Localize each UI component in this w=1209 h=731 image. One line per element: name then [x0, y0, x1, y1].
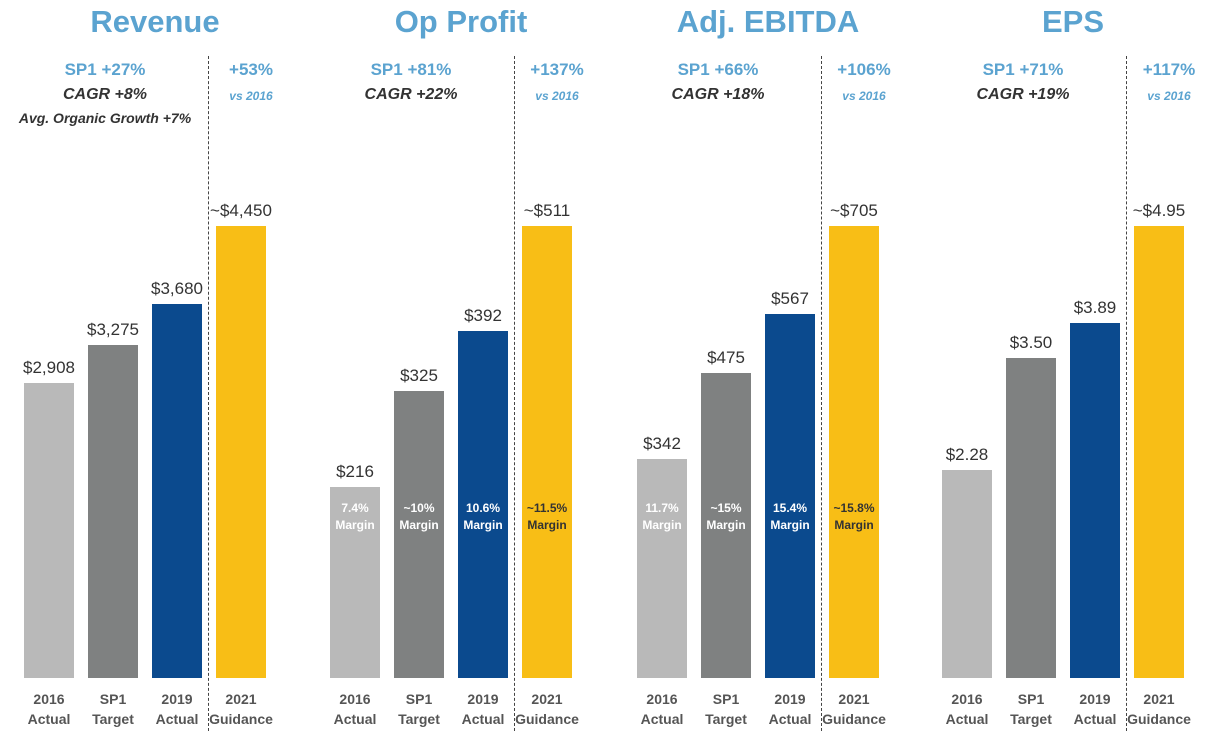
- chart-title: Adj. EBITDA: [676, 4, 860, 39]
- value-label: ~$4.95: [1132, 201, 1186, 220]
- bar: [701, 373, 751, 678]
- guidance-growth: +117%: [1142, 60, 1196, 79]
- x-tick-label: 2021 Guidance: [1127, 691, 1191, 727]
- guidance-note: vs 2016: [535, 89, 579, 103]
- x-tick-label: 2019 Actual: [155, 691, 199, 727]
- value-label: ~$4,450: [210, 201, 272, 220]
- x-tick-label: 2019 Actual: [1073, 691, 1117, 727]
- value-label: $3.50: [1009, 333, 1053, 353]
- bar-label: 15.4% Margin: [770, 501, 810, 532]
- guidance-note: vs 2016: [229, 89, 273, 103]
- bar: [88, 345, 138, 678]
- value-label: $342: [643, 433, 681, 453]
- bar: [765, 314, 815, 678]
- x-tick-label: 2016 Actual: [333, 691, 377, 727]
- x-tick-label: 2019 Actual: [461, 691, 505, 727]
- value-label: $216: [336, 461, 374, 481]
- bar-label: ~10% Margin: [399, 501, 439, 532]
- bar: [458, 331, 508, 678]
- chart-title: Revenue: [90, 4, 220, 39]
- x-tick-label: 2016 Actual: [27, 691, 71, 727]
- bar: [1006, 358, 1056, 678]
- chart-title: EPS: [1041, 4, 1105, 39]
- chart-title: Op Profit: [394, 4, 528, 39]
- value-label: $392: [464, 306, 502, 326]
- x-tick-label: 2021 Guidance: [515, 691, 579, 727]
- bar-label: 10.6% Margin: [463, 501, 503, 532]
- bar: [216, 226, 266, 678]
- divider: [1126, 56, 1127, 731]
- x-tick-label: 2016 Actual: [945, 691, 989, 727]
- bar: [522, 226, 572, 678]
- organic-note: Avg. Organic Growth +7%: [18, 110, 192, 126]
- bar: [1134, 226, 1184, 678]
- value-label: ~$511: [523, 201, 571, 220]
- growth-note: SP1 +27%: [64, 60, 146, 79]
- guidance-note: vs 2016: [1147, 89, 1191, 103]
- growth-note: SP1 +66%: [677, 60, 759, 79]
- guidance-note: vs 2016: [842, 89, 886, 103]
- x-tick-label: 2021 Guidance: [822, 691, 886, 727]
- divider: [208, 56, 209, 731]
- bar: [24, 382, 74, 678]
- cagr-note: CAGR +8%: [62, 86, 148, 103]
- value-label: $325: [400, 365, 438, 385]
- x-tick-label: 2021 Guidance: [209, 691, 273, 727]
- divider: [514, 56, 515, 731]
- x-tick-label: SP1 Target: [1010, 691, 1052, 727]
- bar: [942, 469, 992, 678]
- x-tick-label: 2016 Actual: [640, 691, 684, 727]
- bar: [1070, 322, 1120, 678]
- bar: [330, 486, 380, 678]
- growth-note: SP1 +71%: [982, 60, 1064, 79]
- bar-label: 11.7% Margin: [642, 501, 682, 532]
- bar-label: ~11.5% Margin: [526, 501, 568, 532]
- bar-label: 7.4% Margin: [335, 501, 375, 532]
- x-tick-label: SP1 Target: [398, 691, 440, 727]
- value-label: $2,908: [23, 357, 75, 377]
- x-tick-label: SP1 Target: [92, 691, 134, 727]
- guidance-growth: +106%: [837, 60, 891, 79]
- growth-note: SP1 +81%: [370, 60, 452, 79]
- value-label: $3,275: [87, 320, 139, 340]
- bar: [394, 390, 444, 678]
- divider: [821, 56, 822, 731]
- bar-label: ~15% Margin: [706, 501, 746, 532]
- value-label: ~$705: [830, 201, 878, 220]
- x-tick-label: SP1 Target: [705, 691, 747, 727]
- value-label: $3,680: [151, 279, 203, 299]
- bar-label: ~15.8% Margin: [833, 501, 875, 532]
- bar: [829, 226, 879, 678]
- bar: [152, 304, 202, 678]
- x-tick-label: 2019 Actual: [768, 691, 812, 727]
- value-label: $3.89: [1073, 297, 1117, 317]
- cagr-note: CAGR +19%: [976, 86, 1070, 103]
- bar: [637, 458, 687, 678]
- value-label: $475: [707, 348, 745, 368]
- cagr-note: CAGR +18%: [671, 86, 765, 103]
- guidance-growth: +53%: [229, 60, 273, 79]
- cagr-note: CAGR +22%: [364, 86, 458, 103]
- guidance-growth: +137%: [530, 60, 584, 79]
- value-label: $567: [771, 289, 809, 309]
- value-label: $2.28: [945, 444, 989, 464]
